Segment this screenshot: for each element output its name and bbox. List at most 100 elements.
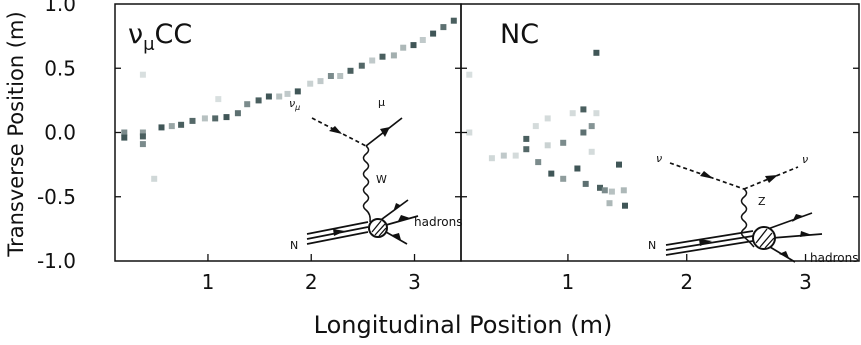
cc-target-arrow-icon (333, 229, 345, 236)
y-axis-title: Transverse Position (m) (4, 11, 28, 257)
x-tick-label: 1 (202, 270, 215, 294)
hit-cell (201, 115, 208, 122)
hit-cell (574, 165, 581, 172)
y-tick-label: 1.0 (44, 0, 76, 16)
hit-cell (512, 152, 519, 159)
nc-feynman-diagram (665, 162, 823, 263)
cc-hadron-arrow-icon-1 (393, 203, 400, 212)
hit-cell (544, 142, 551, 149)
hit-cell (327, 73, 334, 79)
hit-cell (379, 53, 386, 60)
hit-cell (223, 114, 230, 121)
hit-cell (560, 175, 567, 182)
nc-hadron-arrow-icon-3 (779, 251, 789, 258)
panel-cc-ticks (115, 67, 461, 261)
hit-cell (358, 62, 365, 69)
panel-cc-hits (121, 17, 457, 182)
nc-hadron-arrow-icon-1 (792, 214, 803, 222)
nc-hadron-line-2 (771, 233, 823, 239)
hit-cell (410, 42, 417, 49)
hit-cell (466, 129, 473, 136)
cc-w-label: W (376, 173, 387, 186)
nc-z-label: Z (758, 195, 766, 208)
hit-cell (580, 106, 587, 113)
nc-vertex-blob (752, 226, 776, 250)
hit-cell (523, 146, 530, 153)
x-tick-labels: 1 2 3 1 2 3 (202, 270, 812, 294)
hit-cell (597, 184, 603, 191)
nc-hadrons-label: hadrons (810, 251, 858, 265)
cc-blob-hatch-3 (378, 227, 387, 237)
hit-cell (139, 141, 146, 148)
nc-target-line-1 (665, 230, 754, 246)
cc-hadron-line-3 (385, 231, 408, 245)
hit-cell (616, 161, 622, 168)
hit-cell (276, 93, 283, 100)
hit-cell (450, 17, 457, 24)
hit-cell (255, 97, 262, 104)
nc-target-arrow-icon (699, 239, 712, 246)
hit-cell (620, 187, 627, 194)
hit-cell (588, 148, 595, 155)
hit-cell (234, 110, 241, 117)
cc-blob-hatch-2 (374, 223, 386, 236)
hit-cell (500, 152, 507, 159)
hit-cell (178, 121, 185, 128)
hit-cell (121, 129, 128, 136)
cc-hadron-line-2 (385, 215, 419, 226)
hit-cell (337, 73, 344, 79)
hit-cell (588, 123, 595, 130)
y-tick-label: 0.5 (44, 56, 76, 80)
cc-hadron-arrow-icon-3 (392, 233, 401, 240)
hit-cell (369, 57, 376, 64)
x-tick-label: 3 (799, 270, 812, 294)
nc-target-line-2 (665, 235, 754, 251)
nc-blob-hatch-1 (755, 228, 768, 244)
panel-cc: νμCC νμ μ W N hadrons (114, 3, 462, 262)
panel-cc-label-main: CC (155, 19, 193, 50)
x-tick-label: 3 (408, 270, 421, 294)
panel-cc-label-sub: μ (143, 34, 155, 55)
nc-incoming-neutrino-line (669, 162, 745, 190)
hit-cell (523, 135, 530, 142)
x-axis-title: Longitudinal Position (m) (314, 311, 613, 339)
hit-cell (606, 200, 613, 207)
cc-outgoing-arrow-icon (380, 127, 390, 137)
cc-target-line-3 (306, 231, 369, 245)
nc-outgoing-neutrino-label: ν (802, 153, 808, 166)
cc-target-line-1 (306, 221, 369, 235)
y-tick-label: -0.5 (37, 185, 76, 209)
cc-incoming-arrow-icon (329, 126, 342, 134)
hit-cell (419, 37, 426, 43)
hit-cell (244, 101, 251, 108)
hit-cell (139, 133, 146, 140)
hit-cell (390, 52, 397, 59)
hit-cell (535, 159, 542, 166)
hit-cell (466, 71, 473, 78)
cc-hadrons-label: hadrons (414, 215, 462, 229)
x-tick-label: 2 (680, 270, 693, 294)
hit-cell (548, 170, 555, 177)
cc-target-label: N (290, 239, 298, 252)
cc-muon-label: μ (378, 96, 385, 109)
hit-cell (168, 123, 175, 130)
hit-cell (440, 24, 447, 31)
x-tick-label: 2 (305, 270, 318, 294)
hit-cell (139, 129, 146, 136)
y-tick-label: -1.0 (37, 249, 76, 273)
cc-feynman-diagram (306, 117, 419, 245)
hit-cell (265, 93, 272, 100)
hit-cell (488, 155, 495, 162)
cc-blob-hatch-1 (371, 220, 382, 233)
cc-w-boson-line (362, 145, 371, 223)
hit-cell (294, 88, 301, 95)
panel-cc-label-prefix: ν (128, 19, 143, 50)
hit-cell (608, 188, 615, 195)
hit-cell (215, 96, 222, 103)
hit-cell (593, 49, 600, 56)
hit-cell (139, 71, 146, 78)
hit-cell (212, 115, 219, 122)
y-tick-labels: 1.0 0.5 0.0 -0.5 -1.0 (37, 0, 76, 273)
cc-hadron-arrow-icon-2 (398, 215, 410, 221)
